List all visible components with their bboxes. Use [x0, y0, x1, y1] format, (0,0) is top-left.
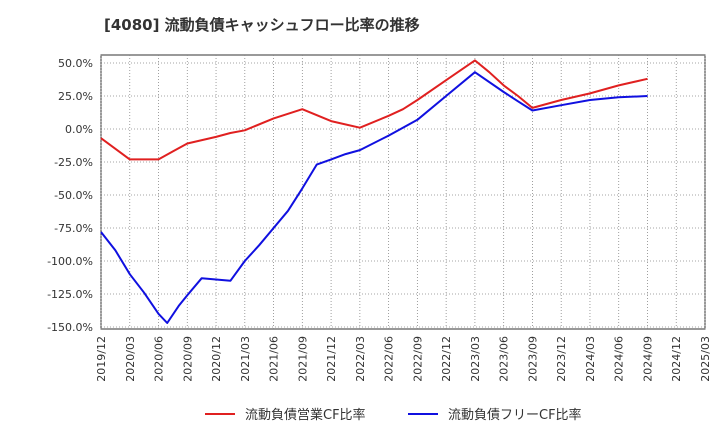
x-tick-label: 2022/12	[440, 336, 453, 382]
x-tick-label: 2021/09	[296, 336, 309, 382]
y-tick-label: -100.0%	[47, 255, 93, 268]
x-tick-label: 2024/03	[584, 336, 597, 382]
x-tick-label: 2019/12	[95, 336, 108, 382]
x-tick-label: 2022/06	[383, 336, 396, 382]
x-tick-label: 2021/12	[325, 336, 338, 382]
y-tick-label: 0.0%	[65, 123, 93, 136]
x-tick-label: 2024/06	[613, 336, 626, 382]
plot-area	[100, 54, 706, 330]
x-tick-label: 2020/03	[124, 336, 137, 382]
y-tick-label: 50.0%	[58, 57, 93, 70]
x-tick-label: 2024/12	[670, 336, 683, 382]
legend: 流動負債営業CF比率 流動負債フリーCF比率	[205, 407, 582, 423]
x-tick-label: 2020/09	[181, 336, 194, 382]
series-line-2	[100, 71, 648, 324]
y-tick-label: -125.0%	[47, 288, 93, 301]
y-tick-label: -75.0%	[54, 222, 93, 235]
x-axis-ticks: 2019/12 2020/03 2020/06 2020/09 2020/12 2021/…	[95, 336, 712, 382]
y-axis-ticks: 50.0% 25.0% 0.0% -25.0% -50.0% -75.0% -100.0% -…	[47, 57, 93, 334]
x-tick-label: 2023/06	[498, 336, 511, 382]
y-tick-label: -25.0%	[54, 156, 93, 169]
x-tick-label: 2020/12	[210, 336, 223, 382]
x-tick-label: 2023/03	[469, 336, 482, 382]
x-tick-label: 2024/09	[641, 336, 654, 382]
legend-label: 流動負債フリーCF比率	[448, 407, 582, 423]
series-line-1	[100, 59, 648, 161]
x-tick-label: 2025/03	[699, 336, 712, 382]
x-tick-label: 2023/12	[555, 336, 568, 382]
x-tick-label: 2022/03	[354, 336, 367, 382]
x-tick-label: 2023/09	[526, 336, 539, 382]
series-lines	[100, 59, 648, 324]
x-tick-label: 2020/06	[153, 336, 166, 382]
y-tick-label: -50.0%	[54, 189, 93, 202]
y-tick-label: -150.0%	[47, 321, 93, 334]
x-tick-label: 2021/06	[268, 336, 281, 382]
x-tick-label: 2021/03	[239, 336, 252, 382]
legend-label: 流動負債営業CF比率	[245, 407, 366, 423]
chart-title: [4080] 流動負債キャッシュフロー比率の推移	[104, 16, 420, 34]
y-tick-label: 25.0%	[58, 90, 93, 103]
x-tick-label: 2022/09	[411, 336, 424, 382]
